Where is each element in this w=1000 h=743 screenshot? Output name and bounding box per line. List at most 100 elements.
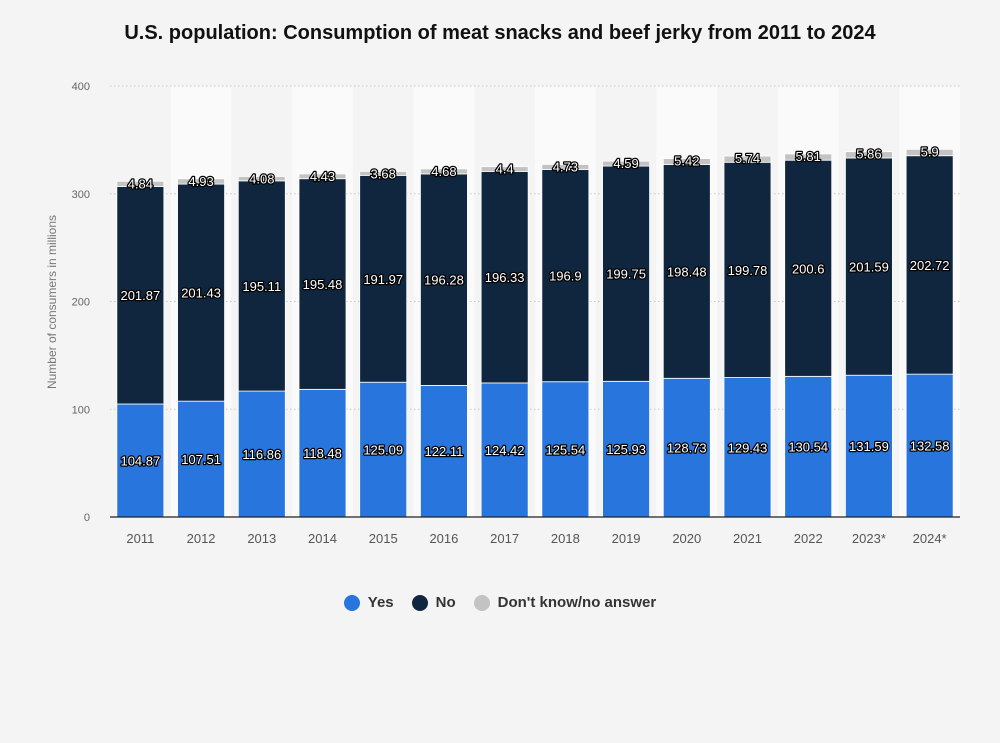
- bar-don-t-know-no-answer: [420, 168, 468, 175]
- data-label: 195.11: [242, 279, 281, 294]
- data-label: 104.87: [120, 454, 160, 469]
- data-label: 199.75: [606, 267, 646, 282]
- data-label: 199.78: [728, 263, 768, 278]
- data-label: 201.87: [120, 288, 160, 303]
- bar-don-t-know-no-answer: [359, 171, 408, 176]
- x-tick-label: 2015: [369, 531, 398, 546]
- data-label: 198.48: [667, 264, 707, 279]
- bar-yes: [420, 385, 468, 518]
- data-label: 4.84: [128, 176, 153, 191]
- x-tick-label: 2022: [794, 531, 823, 546]
- bar-yes: [359, 381, 408, 518]
- data-label: 195.48: [303, 277, 343, 292]
- x-tick-label: 2020: [672, 531, 701, 546]
- data-label: 4.4: [496, 162, 514, 177]
- bar-no: [177, 183, 225, 402]
- data-label: 125.09: [363, 443, 403, 458]
- bar-don-t-know-no-answer: [784, 153, 833, 161]
- y-axis-label: Number of consumers in millions: [45, 215, 59, 389]
- data-label: 201.43: [181, 286, 221, 301]
- bar-yes: [602, 380, 650, 518]
- y-tick-label: 400: [72, 81, 90, 93]
- bar-no: [845, 157, 893, 376]
- bar-yes: [116, 403, 165, 518]
- x-tick-label: 2016: [429, 531, 458, 546]
- data-label: 125.93: [606, 442, 646, 457]
- data-label: 4.59: [613, 156, 638, 171]
- data-label: 196.28: [424, 273, 464, 288]
- bar-no: [480, 170, 529, 384]
- bar-don-t-know-no-answer: [541, 164, 590, 170]
- bar-no: [541, 169, 590, 383]
- x-tick-label: 2019: [612, 531, 641, 546]
- y-tick-label: 300: [72, 189, 90, 201]
- bar-no: [602, 165, 650, 382]
- x-tick-label: 2023*: [852, 531, 886, 546]
- legend-label-dont-know: Don't know/no answer: [497, 594, 657, 611]
- data-label: 200.6: [792, 261, 825, 276]
- x-tick-label: 2018: [551, 531, 580, 546]
- data-label: 4.43: [310, 169, 335, 184]
- legend-marker-dont-know: [473, 594, 490, 611]
- bar-no: [298, 178, 347, 390]
- bar-no: [662, 164, 711, 379]
- bar-no: [905, 155, 954, 375]
- y-tick-label: 100: [72, 404, 90, 416]
- data-label: 124.42: [485, 443, 525, 458]
- data-label: 128.73: [667, 441, 707, 456]
- bar-don-t-know-no-answer: [662, 158, 711, 165]
- bar-yes: [541, 381, 590, 518]
- data-label: 130.54: [788, 440, 828, 455]
- x-tick-label: 2011: [126, 531, 154, 546]
- bar-don-t-know-no-answer: [723, 155, 772, 163]
- data-label: 116.86: [242, 447, 281, 462]
- bar-don-t-know-no-answer: [602, 160, 650, 167]
- legend-marker-yes: [343, 594, 360, 611]
- bar-yes: [480, 382, 529, 518]
- data-label: 3.68: [371, 166, 396, 181]
- data-label: 118.48: [303, 446, 342, 461]
- legend-item-no[interactable]: No: [411, 594, 456, 611]
- x-tick-label: 2014: [308, 531, 337, 546]
- data-label: 5.86: [856, 147, 881, 162]
- legend-label-yes: Yes: [367, 594, 394, 611]
- data-label: 5.74: [735, 151, 760, 166]
- bar-no: [723, 161, 772, 378]
- data-label: 131.59: [849, 439, 889, 454]
- x-tick-label: 2021: [733, 531, 762, 546]
- data-label: 5.42: [674, 154, 699, 169]
- bar-yes: [784, 375, 833, 518]
- bar-no: [359, 174, 408, 383]
- y-tick-label: 200: [72, 297, 90, 309]
- data-label: 4.93: [188, 174, 213, 189]
- data-label: 132.58: [910, 439, 950, 454]
- bar-yes: [845, 374, 893, 518]
- bar-don-t-know-no-answer: [480, 166, 529, 172]
- data-label: 4.68: [431, 164, 456, 179]
- data-label: 196.9: [549, 269, 582, 284]
- x-tick-label: 2012: [187, 531, 216, 546]
- data-label: 202.72: [910, 258, 950, 273]
- bar-yes: [905, 373, 954, 518]
- data-label: 5.81: [796, 149, 821, 164]
- data-label: 4.73: [553, 159, 578, 174]
- bar-don-t-know-no-answer: [237, 176, 286, 182]
- bar-no: [420, 173, 468, 386]
- bar-don-t-know-no-answer: [905, 148, 954, 157]
- data-label: 5.9: [921, 144, 939, 159]
- data-label: 201.59: [849, 260, 889, 275]
- data-label: 125.54: [545, 442, 585, 457]
- bar-yes: [177, 400, 225, 518]
- bar-don-t-know-no-answer: [298, 173, 347, 180]
- data-label: 196.33: [485, 270, 525, 285]
- x-tick-label: 2013: [247, 531, 276, 546]
- bar-don-t-know-no-answer: [177, 178, 225, 185]
- legend-marker-no: [411, 594, 428, 611]
- legend-item-dont-know[interactable]: Don't know/no answer: [473, 594, 657, 611]
- bar-don-t-know-no-answer: [116, 180, 165, 187]
- legend-item-yes[interactable]: Yes: [343, 594, 394, 611]
- data-label: 107.51: [181, 452, 221, 467]
- x-tick-label: 2024*: [913, 531, 947, 546]
- data-label: 4.08: [249, 171, 274, 186]
